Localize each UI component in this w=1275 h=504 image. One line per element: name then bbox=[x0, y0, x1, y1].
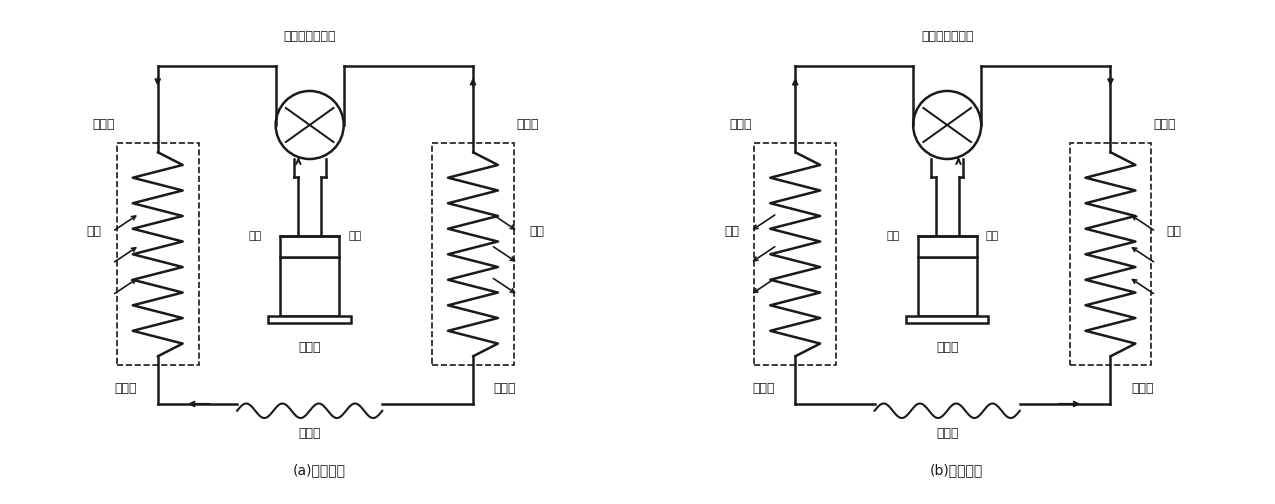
Text: (a)制冷工况: (a)制冷工况 bbox=[292, 463, 346, 477]
Text: 室内侧: 室内侧 bbox=[729, 118, 752, 132]
Text: 吸热: 吸热 bbox=[1167, 225, 1182, 238]
Text: 蒸发器: 蒸发器 bbox=[1131, 382, 1154, 395]
Text: 室外侧: 室外侧 bbox=[516, 118, 538, 132]
Text: 毛细管: 毛细管 bbox=[936, 427, 959, 440]
Text: 电磁四通换向阀: 电磁四通换向阀 bbox=[921, 30, 973, 43]
Bar bbox=[269, 316, 351, 323]
Bar bbox=[280, 257, 339, 316]
Text: 低压: 低压 bbox=[986, 231, 1000, 241]
Text: 压缩机: 压缩机 bbox=[298, 341, 321, 354]
Text: 低压: 低压 bbox=[348, 231, 362, 241]
Text: 毛细管: 毛细管 bbox=[298, 427, 321, 440]
Text: (b)制热工况: (b)制热工况 bbox=[929, 463, 983, 477]
Text: 高压: 高压 bbox=[886, 231, 899, 241]
Text: 放热: 放热 bbox=[724, 225, 740, 238]
Bar bbox=[280, 236, 339, 257]
Text: 放热: 放热 bbox=[529, 225, 544, 238]
Text: 吸热: 吸热 bbox=[87, 225, 102, 238]
Text: 冷凝器: 冷凝器 bbox=[752, 382, 775, 395]
Text: 室内侧: 室内侧 bbox=[92, 118, 115, 132]
Text: 室外侧: 室外侧 bbox=[1154, 118, 1176, 132]
Bar bbox=[117, 143, 199, 365]
Bar bbox=[755, 143, 836, 365]
Text: 压缩机: 压缩机 bbox=[936, 341, 959, 354]
Text: 高压: 高压 bbox=[249, 231, 261, 241]
Text: 冷凝器: 冷凝器 bbox=[493, 382, 516, 395]
Bar bbox=[918, 257, 977, 316]
Bar bbox=[907, 316, 988, 323]
Text: 蒸发器: 蒸发器 bbox=[115, 382, 138, 395]
Bar bbox=[918, 236, 977, 257]
Bar bbox=[1070, 143, 1151, 365]
Bar bbox=[432, 143, 514, 365]
Text: 电磁四通换向阀: 电磁四通换向阀 bbox=[283, 30, 335, 43]
